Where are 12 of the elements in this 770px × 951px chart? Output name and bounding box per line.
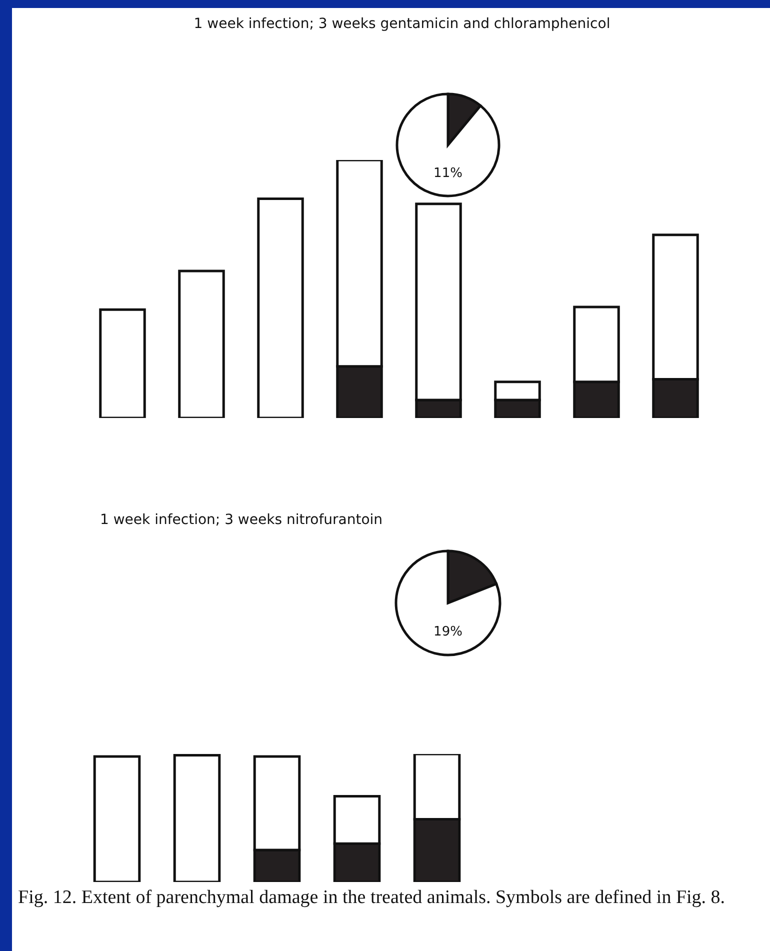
caption: Fig. 12. Extent of parenchymal damage in the treated animals. Symbols are defined in Fig. 8. bbox=[18, 887, 726, 908]
chart-title: 1 week infection; 3 weeks gentamicin and chloramphenicol bbox=[194, 16, 610, 32]
text: 1 week infection; 3 weeks nitrofurantoin bbox=[100, 512, 383, 528]
pie-slice bbox=[394, 550, 502, 656]
pie-slice bbox=[396, 92, 500, 198]
bar bbox=[99, 308, 146, 418]
bar bbox=[257, 197, 304, 418]
bar bbox=[173, 754, 221, 882]
text: 19% bbox=[434, 624, 462, 640]
bar bbox=[93, 755, 141, 882]
annotation: 11% bbox=[434, 166, 462, 182]
bar bbox=[178, 270, 225, 418]
